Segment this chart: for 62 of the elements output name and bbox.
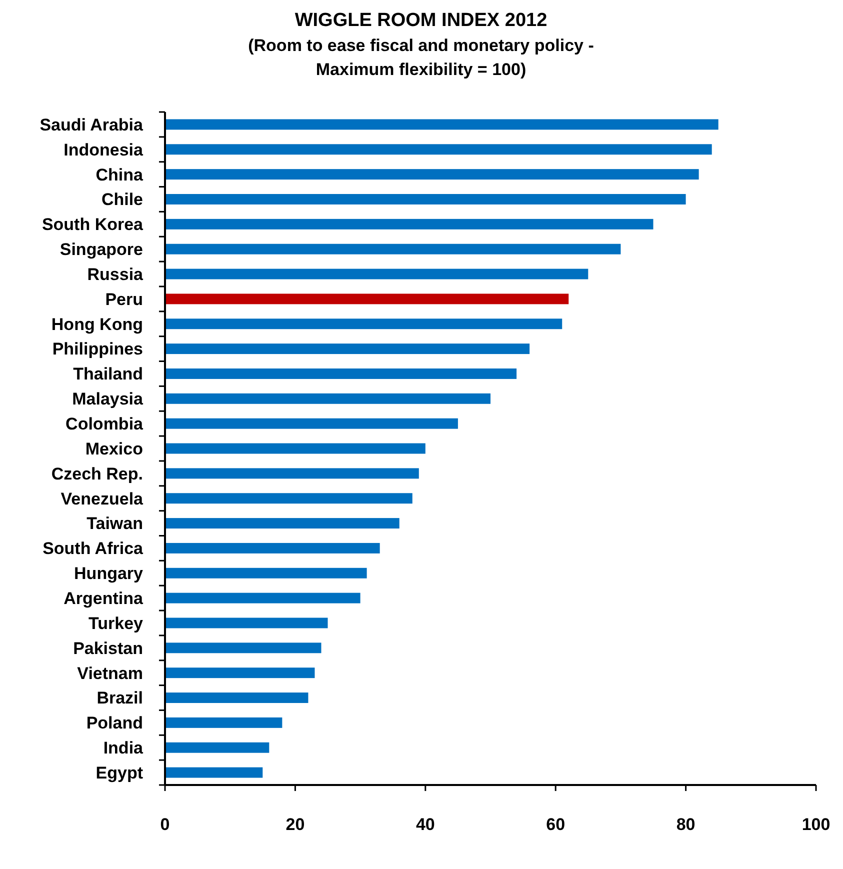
x-tick-label: 40 [416, 815, 435, 834]
y-tick-label: Philippines [52, 340, 143, 359]
bar [165, 692, 308, 703]
bar [165, 268, 588, 280]
bar [165, 717, 282, 728]
bar [165, 218, 654, 230]
bar [165, 344, 530, 354]
y-tick-label: India [103, 738, 144, 758]
bar [165, 169, 699, 180]
y-tick-label: Czech Rep. [51, 464, 143, 484]
y-tick-label: Saudi Arabia [40, 115, 144, 134]
bar [165, 194, 686, 204]
y-tick-label: Thailand [73, 364, 143, 384]
bar [165, 767, 263, 778]
bar [165, 542, 380, 554]
x-tick-label: 100 [802, 815, 830, 834]
y-tick-label: Vietnam [77, 664, 143, 683]
y-tick-label: South Korea [42, 215, 144, 234]
y-tick-label: Pakistan [73, 638, 143, 658]
x-tick-label: 60 [546, 815, 566, 834]
y-tick-label: Russia [87, 264, 144, 284]
y-tick-label: Singapore [60, 240, 143, 260]
y-tick-label: South Africa [42, 539, 144, 558]
y-tick-label: Taiwan [86, 514, 143, 534]
y-tick-label: Malaysia [72, 390, 144, 409]
y-tick-label: Turkey [88, 614, 144, 633]
bar [165, 493, 412, 504]
y-tick-label: Hungary [74, 564, 144, 584]
bar [165, 742, 270, 753]
y-tick-label: Mexico [85, 439, 143, 458]
bar [165, 368, 517, 379]
bar [165, 294, 569, 304]
y-tick-label: Poland [86, 714, 143, 733]
y-tick-label: Colombia [66, 414, 144, 434]
bar [165, 443, 426, 454]
x-tick-label: 20 [286, 815, 305, 834]
bar [165, 568, 367, 578]
bar [165, 618, 328, 628]
bar [165, 642, 322, 654]
y-tick-label: Argentina [64, 589, 144, 608]
y-tick-label: Brazil [96, 688, 143, 708]
y-tick-label: Egypt [96, 763, 144, 782]
chart-title: WIGGLE ROOM INDEX 2012 [294, 10, 548, 31]
bar [165, 468, 419, 479]
chart-subtitle: (Room to ease fiscal and monetary policy - Maximum flexibility = 100) [248, 36, 594, 79]
y-tick-label: Venezuela [60, 489, 144, 508]
bar [165, 592, 360, 604]
y-tick-label: Hong Kong [51, 314, 143, 334]
bar [165, 144, 712, 155]
bar [165, 418, 458, 429]
y-tick-label: Chile [101, 190, 143, 210]
bar [165, 119, 718, 130]
bar [165, 244, 621, 254]
y-tick-label: Indonesia [64, 140, 144, 160]
bar [165, 518, 400, 529]
bar [165, 668, 315, 678]
x-tick-label: 80 [676, 815, 696, 834]
x-tick-label: 0 [160, 815, 170, 834]
bar [165, 318, 562, 330]
bar [165, 393, 490, 404]
y-tick-label: Peru [105, 290, 143, 309]
y-tick-label: China [96, 165, 144, 184]
